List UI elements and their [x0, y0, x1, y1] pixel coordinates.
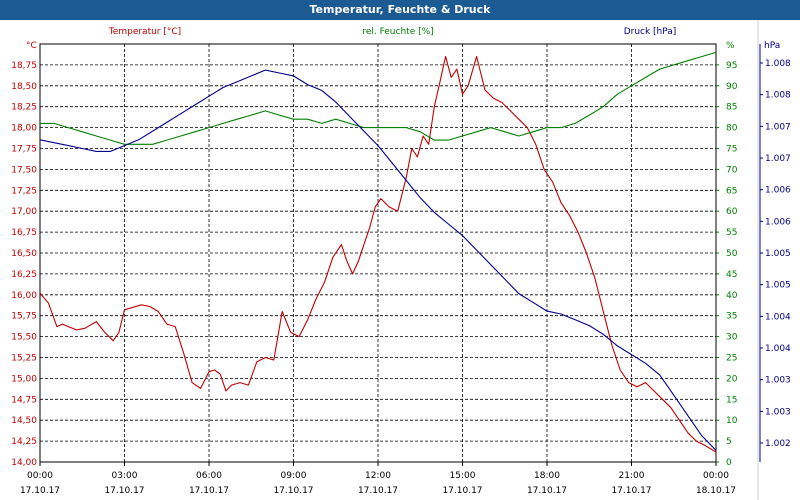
x-tick-time: 06:00 [196, 471, 222, 481]
humidity-tick-label: 95 [726, 61, 737, 71]
temperature-line [39, 55, 717, 453]
humidity-tick-label: 75 [726, 145, 737, 155]
pressure-tick-label: 1.008 [765, 91, 791, 101]
pressure-tick-label: 1.003 [765, 376, 791, 386]
temperature-tick-label: 16,50 [11, 249, 37, 259]
x-axis: 00:00 17.10.17 03:00 17.10.17 06:00 17.10.17 0… [20, 462, 736, 496]
x-tick-time: 21:00 [619, 471, 645, 481]
left-axis: 14,00 14,25 14,50 14,75 15,00 15,25 15,50 15,75… [11, 61, 37, 468]
pressure-tick-label: 1.005 [765, 281, 791, 291]
grid-lines [40, 44, 716, 462]
temperature-tick-label: 18,25 [11, 103, 37, 113]
humidity-tick-label: 45 [726, 270, 737, 280]
temperature-tick-label: 14,50 [11, 416, 37, 426]
x-tick-date: 17.10.17 [527, 486, 567, 496]
pressure-tick-label: 1.006 [765, 217, 791, 227]
temperature-tick-label: 17,25 [11, 186, 37, 196]
humidity-tick-label: 65 [726, 186, 737, 196]
series-group [39, 51, 717, 453]
x-tick-date: 17.10.17 [358, 486, 398, 496]
temperature-tick-label: 15,75 [11, 312, 37, 322]
temperature-tick-label: 16,00 [11, 291, 37, 301]
pressure-tick-label: 1.004 [765, 312, 791, 322]
chart-canvas: 14,00 14,25 14,50 14,75 15,00 15,25 15,50 15,75… [0, 20, 800, 500]
temperature-tick-label: 17,00 [11, 207, 37, 217]
left-axis-unit: °C [26, 41, 37, 51]
humidity-tick-label: 25 [726, 354, 737, 364]
x-tick-date: 17.10.17 [273, 486, 313, 496]
temperature-tick-label: 18,00 [11, 124, 37, 134]
humidity-tick-label: 60 [726, 207, 738, 217]
x-tick-time: 09:00 [281, 471, 307, 481]
humidity-tick-label: 70 [726, 165, 738, 175]
x-tick-date: 17.10.17 [189, 486, 229, 496]
temperature-tick-label: 18,50 [11, 82, 37, 92]
humidity-tick-label: 5 [726, 437, 732, 447]
x-tick-date: 17.10.17 [442, 486, 482, 496]
humidity-tick-label: 85 [726, 103, 737, 113]
temperature-tick-label: 15,00 [11, 374, 37, 384]
x-tick-time: 12:00 [365, 471, 391, 481]
humidity-tick-label: 50 [726, 249, 738, 259]
temperature-tick-label: 16,25 [11, 270, 37, 280]
pressure-tick-label: 1.007 [765, 154, 791, 164]
temperature-tick-label: 18,75 [11, 61, 37, 71]
pressure-tick-label: 1.002 [765, 439, 791, 449]
humidity-axis: 0 5 10 15 20 25 30 35 40 45 50 55 60 65 70 75 80 85 90 95 [716, 61, 738, 468]
temperature-tick-label: 17,75 [11, 145, 37, 155]
x-tick-date: 18.10.17 [696, 486, 736, 496]
humidity-tick-label: 90 [726, 82, 738, 92]
x-tick-time: 00:00 [27, 471, 53, 481]
humidity-line [40, 51, 717, 145]
x-tick-date: 17.10.17 [20, 486, 60, 496]
humidity-tick-label: 0 [726, 458, 732, 468]
legend-temperature: Temperatur [°C] [108, 27, 181, 37]
temperature-tick-label: 17,50 [11, 165, 37, 175]
humidity-tick-label: 15 [726, 395, 737, 405]
pressure-tick-label: 1.003 [765, 407, 791, 417]
temperature-tick-label: 14,75 [11, 395, 37, 405]
pressure-tick-label: 1.006 [765, 186, 791, 196]
humidity-tick-label: 20 [726, 374, 738, 384]
pressure-axis: 1.002 1.003 1.003 1.004 1.004 1.005 1.005 1.006… [759, 44, 791, 462]
pressure-axis-unit: hPa [764, 41, 780, 51]
humidity-tick-label: 35 [726, 312, 737, 322]
humidity-tick-label: 40 [726, 291, 738, 301]
humidity-tick-label: 80 [726, 124, 738, 134]
pressure-line [39, 69, 717, 451]
x-tick-date: 17.10.17 [611, 486, 651, 496]
pressure-tick-label: 1.008 [765, 59, 791, 69]
temperature-tick-label: 16,75 [11, 228, 37, 238]
temperature-tick-label: 15,50 [11, 333, 37, 343]
pressure-tick-label: 1.005 [765, 249, 791, 259]
temperature-tick-label: 14,25 [11, 437, 37, 447]
x-tick-time: 03:00 [112, 471, 138, 481]
x-tick-time: 15:00 [450, 471, 476, 481]
legend-pressure: Druck [hPa] [624, 27, 677, 37]
x-tick-date: 17.10.17 [104, 486, 144, 496]
legend-humidity: rel. Feuchte [%] [362, 27, 433, 37]
temperature-tick-label: 15,25 [11, 354, 37, 364]
pressure-tick-label: 1.004 [765, 344, 791, 354]
humidity-axis-unit: % [726, 41, 735, 51]
x-tick-time: 00:00 [703, 471, 729, 481]
chart-title: Temperatur, Feuchte & Druck [0, 0, 800, 20]
pressure-tick-label: 1.007 [765, 122, 791, 132]
humidity-tick-label: 55 [726, 228, 737, 238]
x-tick-time: 18:00 [534, 471, 560, 481]
humidity-tick-label: 30 [726, 333, 738, 343]
humidity-tick-label: 10 [726, 416, 738, 426]
temperature-tick-label: 14,00 [11, 458, 37, 468]
